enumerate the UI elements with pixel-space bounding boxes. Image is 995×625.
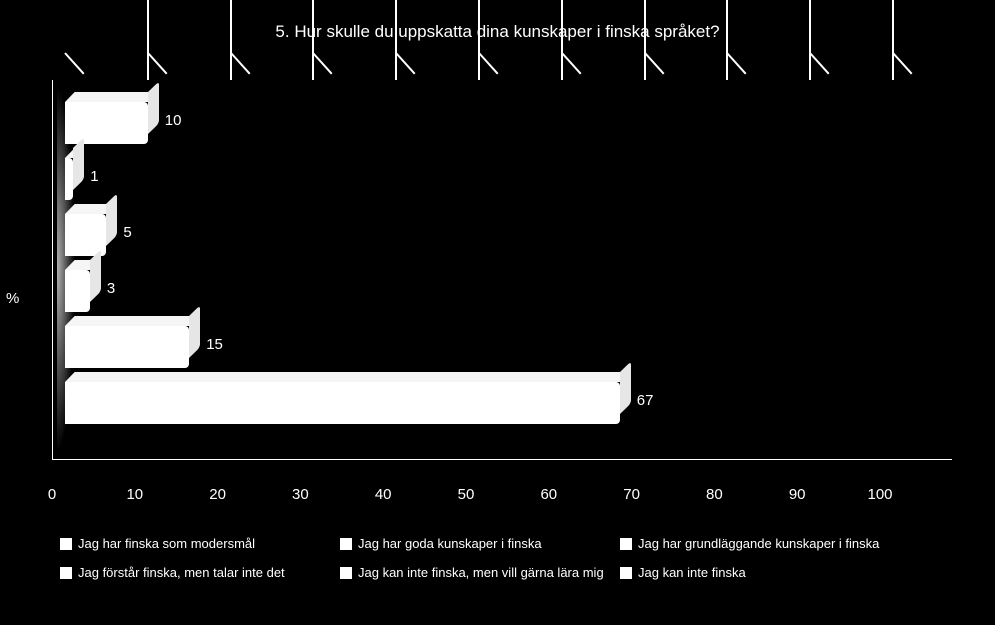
grid-diagonal bbox=[892, 52, 912, 74]
bar-front-face bbox=[65, 326, 189, 368]
x-tick-label: 40 bbox=[375, 486, 392, 503]
legend-swatch bbox=[60, 538, 72, 550]
bar-side-face bbox=[620, 361, 631, 414]
grid-diagonal bbox=[644, 52, 664, 74]
x-tick-label: 10 bbox=[126, 486, 143, 503]
legend-swatch bbox=[620, 538, 632, 550]
grid-diagonal bbox=[727, 52, 747, 74]
bar-top-face bbox=[65, 316, 199, 326]
y-axis-label: % bbox=[6, 290, 19, 307]
bar-value-label: 1 bbox=[90, 168, 98, 185]
grid-diagonal bbox=[147, 52, 167, 74]
bar-front-face bbox=[65, 270, 90, 312]
x-tick-label: 30 bbox=[292, 486, 309, 503]
legend-row: Jag har finska som modersmål Jag har goda… bbox=[60, 536, 960, 551]
legend-item: Jag kan inte finska bbox=[620, 565, 920, 580]
bar-front-face bbox=[65, 382, 620, 424]
x-tick-label: 70 bbox=[623, 486, 640, 503]
bar-side-face bbox=[106, 193, 117, 246]
legend-label: Jag förstår finska, men talar inte det bbox=[78, 565, 285, 580]
legend-item: Jag har goda kunskaper i finska bbox=[340, 536, 620, 551]
bar-side-face bbox=[189, 305, 200, 358]
bar-value-label: 15 bbox=[206, 336, 223, 353]
bar-value-label: 5 bbox=[123, 224, 131, 241]
legend-item: Jag har finska som modersmål bbox=[60, 536, 340, 551]
grid-diagonal bbox=[478, 52, 498, 74]
legend-label: Jag har finska som modersmål bbox=[78, 536, 255, 551]
legend-label: Jag kan inte finska bbox=[638, 565, 746, 580]
grid-diagonal bbox=[313, 52, 333, 74]
grid-diagonal bbox=[230, 52, 250, 74]
legend-swatch bbox=[620, 567, 632, 579]
x-tick-label: 50 bbox=[458, 486, 475, 503]
legend-swatch bbox=[340, 538, 352, 550]
legend-row: Jag förstår finska, men talar inte det Ja… bbox=[60, 565, 960, 580]
chart-title: 5. Hur skulle du uppskatta dina kunskape… bbox=[0, 0, 995, 42]
legend-swatch bbox=[60, 567, 72, 579]
legend-item: Jag har grundläggande kunskaper i finska bbox=[620, 536, 920, 551]
bar-value-label: 67 bbox=[637, 392, 654, 409]
bar-side-face bbox=[90, 249, 101, 302]
bar-side-face bbox=[73, 137, 84, 190]
legend: Jag har finska som modersmål Jag har goda… bbox=[60, 536, 960, 594]
grid-diagonal bbox=[809, 52, 829, 74]
bar-front-face bbox=[65, 102, 148, 144]
legend-item: Jag förstår finska, men talar inte det bbox=[60, 565, 340, 580]
chart-container: % 101531567 0102030405060708090100 bbox=[40, 80, 960, 520]
bar-side-face bbox=[148, 81, 159, 134]
plot-area: 101531567 bbox=[52, 80, 952, 460]
bar-value-label: 10 bbox=[165, 112, 182, 129]
x-tick-label: 60 bbox=[540, 486, 557, 503]
x-tick-label: 20 bbox=[209, 486, 226, 503]
x-tick-label: 100 bbox=[867, 486, 892, 503]
bars-container: 101531567 bbox=[65, 92, 965, 460]
grid-diagonal bbox=[64, 52, 84, 74]
x-tick-label: 0 bbox=[48, 486, 56, 503]
grid-diagonal bbox=[395, 52, 415, 74]
bar-value-label: 3 bbox=[107, 280, 115, 297]
bar-top-face bbox=[65, 372, 629, 382]
legend-label: Jag kan inte finska, men vill gärna lära… bbox=[358, 565, 604, 580]
legend-item: Jag kan inte finska, men vill gärna lära… bbox=[340, 565, 620, 580]
grid-diagonal bbox=[561, 52, 581, 74]
x-tick-label: 90 bbox=[789, 486, 806, 503]
legend-swatch bbox=[340, 567, 352, 579]
x-tick-label: 80 bbox=[706, 486, 723, 503]
legend-label: Jag har grundläggande kunskaper i finska bbox=[638, 536, 879, 551]
legend-label: Jag har goda kunskaper i finska bbox=[358, 536, 542, 551]
bar-top-face bbox=[65, 92, 157, 102]
